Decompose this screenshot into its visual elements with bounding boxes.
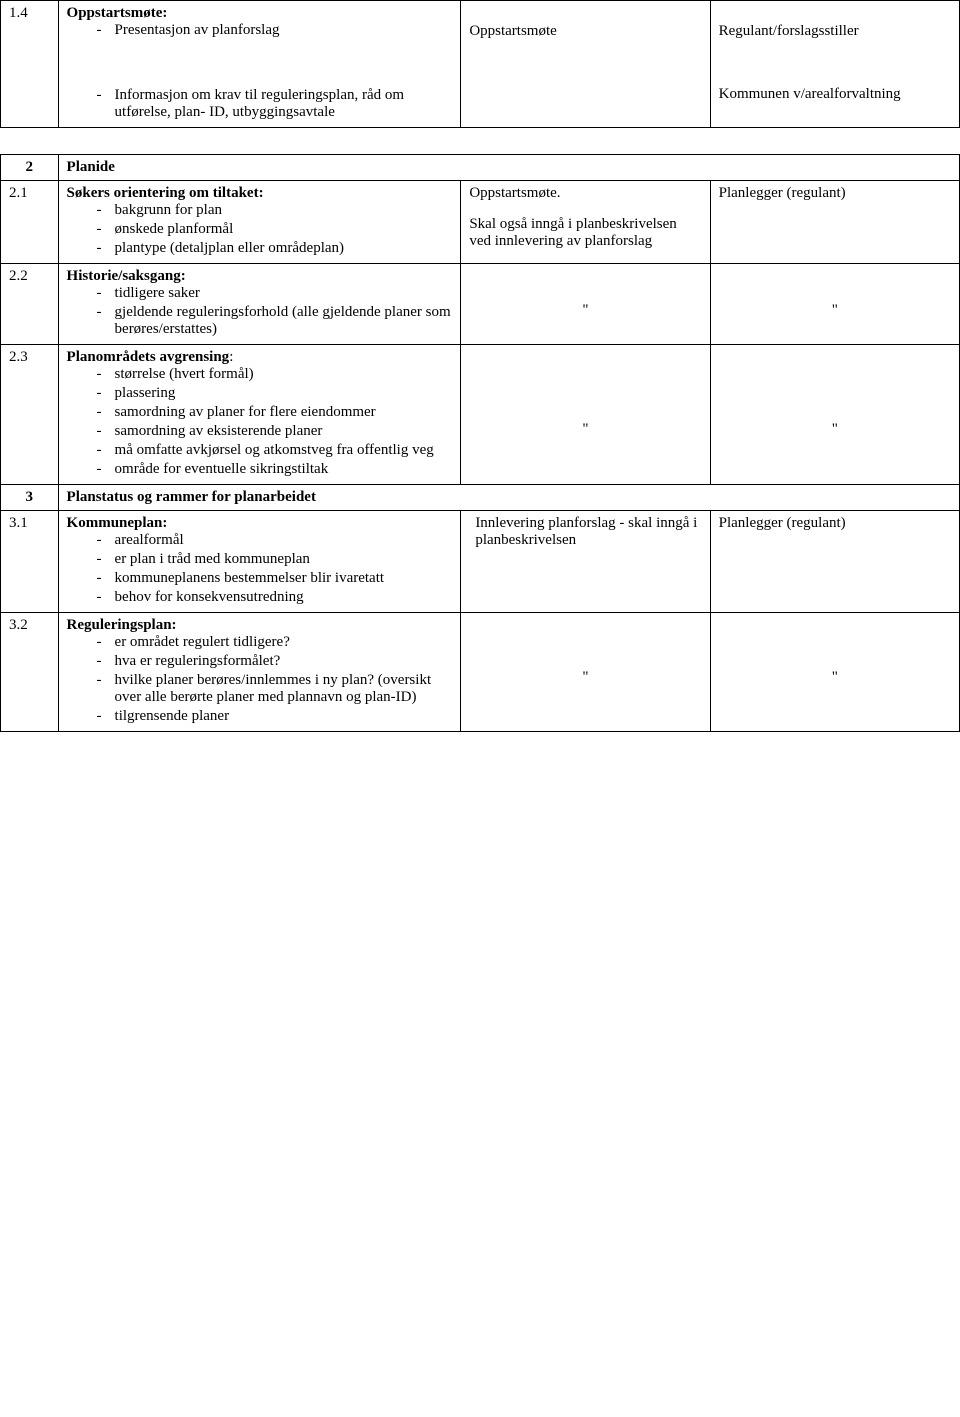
row-1-4: 1.4 Oppstartsmøte: Presentasjon av planf…	[1, 1, 960, 128]
cell-main: Oppstartsmøte: Presentasjon av planforsl…	[58, 1, 461, 128]
cell-num: 3.1	[1, 511, 59, 613]
ditto-mark: "	[469, 302, 701, 319]
list-item: samordning av eksisterende planer	[97, 423, 453, 442]
list-item: arealformål	[97, 532, 453, 551]
row-2-3: 2.3 Planområdets avgrensing: størrelse (…	[1, 345, 960, 485]
cell-right: "	[710, 613, 959, 732]
list-item: gjeldende reguleringsforhold (alle gjeld…	[97, 304, 453, 340]
section-2-header: 2 Planide	[1, 155, 960, 181]
list-item: er området regulert tidligere?	[97, 634, 453, 653]
row-title: Reguleringsplan:	[67, 617, 453, 634]
item-list: arealformål er plan i tråd med kommunepl…	[67, 532, 453, 608]
ditto-mark: "	[469, 669, 701, 686]
row-title: Kommuneplan:	[67, 515, 453, 532]
item-list: er området regulert tidligere? hva er re…	[67, 634, 453, 727]
list-item: tidligere saker	[97, 285, 453, 304]
list-item: Presentasjon av planforslag	[97, 22, 453, 41]
row-2-1: 2.1 Søkers orientering om tiltaket: bakg…	[1, 181, 960, 264]
ditto-mark: "	[719, 302, 951, 319]
item-list: Presentasjon av planforslag	[67, 22, 453, 41]
item-list: bakgrunn for plan ønskede planformål pla…	[67, 202, 453, 259]
table-2: 2 Planide 2.1 Søkers orientering om tilt…	[0, 154, 960, 732]
list-item: plantype (detaljplan eller områdeplan)	[97, 240, 453, 259]
row-3-2: 3.2 Reguleringsplan: er området regulert…	[1, 613, 960, 732]
cell-main: Historie/saksgang: tidligere saker gjeld…	[58, 264, 461, 345]
row-2-2: 2.2 Historie/saksgang: tidligere saker g…	[1, 264, 960, 345]
right-text-1: Regulant/forslagsstiller	[719, 23, 951, 40]
row-title: Søkers orientering om tiltaket:	[67, 185, 453, 202]
cell-num: 3.2	[1, 613, 59, 732]
page-container: 1.4 Oppstartsmøte: Presentasjon av planf…	[0, 0, 960, 732]
row-title: Oppstartsmøte:	[67, 5, 453, 22]
list-item: kommuneplanens bestemmelser blir ivareta…	[97, 570, 453, 589]
list-item: Informasjon om krav til reguleringsplan,…	[97, 87, 453, 123]
section-title: Planstatus og rammer for planarbeidet	[58, 485, 959, 511]
cell-main: Planområdets avgrensing: størrelse (hver…	[58, 345, 461, 485]
cell-right: Planlegger (regulant)	[710, 511, 959, 613]
list-item: hvilke planer berøres/innlemmes i ny pla…	[97, 672, 453, 708]
ditto-mark: "	[719, 669, 951, 686]
right-text: Planlegger (regulant)	[719, 185, 846, 201]
colon: :	[229, 349, 233, 365]
row-title-wrap: Planområdets avgrensing:	[67, 349, 453, 366]
list-item: hva er reguleringsformålet?	[97, 653, 453, 672]
mid-text-2: Skal også inngå i planbeskrivelsen ved i…	[469, 216, 701, 250]
cell-mid: Oppstartsmøte	[461, 1, 710, 128]
cell-main: Kommuneplan: arealformål er plan i tråd …	[58, 511, 461, 613]
cell-mid: Oppstartsmøte. Skal også inngå i planbes…	[461, 181, 710, 264]
list-item: er plan i tråd med kommuneplan	[97, 551, 453, 570]
cell-num: 2.3	[1, 345, 59, 485]
list-item: behov for konsekvensutredning	[97, 589, 453, 608]
list-item: område for eventuelle sikringstiltak	[97, 461, 453, 480]
section-title: Planide	[58, 155, 959, 181]
cell-mid: "	[461, 264, 710, 345]
cell-main: Søkers orientering om tiltaket: bakgrunn…	[58, 181, 461, 264]
ditto-mark: "	[719, 421, 951, 438]
cell-right: Regulant/forslagsstiller Kommunen v/area…	[710, 1, 959, 128]
cell-num: 2	[1, 155, 59, 181]
list-item: ønskede planformål	[97, 221, 453, 240]
row-title: Historie/saksgang:	[67, 268, 453, 285]
cell-right: "	[710, 264, 959, 345]
cell-mid: "	[461, 613, 710, 732]
item-list: størrelse (hvert formål) plassering samo…	[67, 366, 453, 480]
cell-right: Planlegger (regulant)	[710, 181, 959, 264]
cell-num: 1.4	[1, 1, 59, 128]
cell-main: Reguleringsplan: er området regulert tid…	[58, 613, 461, 732]
list-item: plassering	[97, 385, 453, 404]
list-item: størrelse (hvert formål)	[97, 366, 453, 385]
cell-num: 2.1	[1, 181, 59, 264]
section-3-header: 3 Planstatus og rammer for planarbeidet	[1, 485, 960, 511]
list-item: bakgrunn for plan	[97, 202, 453, 221]
cell-mid: Innlevering planforslag - skal inngå i p…	[461, 511, 710, 613]
cell-right: "	[710, 345, 959, 485]
cell-num: 2.2	[1, 264, 59, 345]
row-title: Planområdets avgrensing	[67, 349, 230, 365]
right-text: Planlegger (regulant)	[719, 515, 846, 531]
right-text-2: Kommunen v/arealforvaltning	[719, 86, 951, 103]
mid-text-1: Oppstartsmøte.	[469, 185, 701, 202]
cell-mid: "	[461, 345, 710, 485]
item-list: tidligere saker gjeldende reguleringsfor…	[67, 285, 453, 340]
row-3-1: 3.1 Kommuneplan: arealformål er plan i t…	[1, 511, 960, 613]
list-item: må omfatte avkjørsel og atkomstveg fra o…	[97, 442, 453, 461]
item-list-2: Informasjon om krav til reguleringsplan,…	[67, 87, 453, 123]
table-gap	[0, 128, 960, 154]
ditto-mark: "	[469, 421, 701, 438]
mid-text: Innlevering planforslag - skal inngå i p…	[469, 515, 701, 549]
cell-num: 3	[1, 485, 59, 511]
table-1: 1.4 Oppstartsmøte: Presentasjon av planf…	[0, 0, 960, 128]
list-item: samordning av planer for flere eiendomme…	[97, 404, 453, 423]
mid-text: Oppstartsmøte	[469, 23, 557, 39]
list-item: tilgrensende planer	[97, 708, 453, 727]
